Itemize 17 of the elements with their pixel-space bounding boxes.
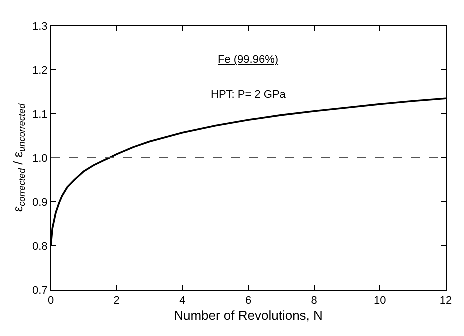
y-tick-label: 1.2 xyxy=(32,64,48,77)
x-axis-title: Number of Revolutions, N xyxy=(174,308,323,323)
y-tick-label: 1.0 xyxy=(32,152,48,165)
x-tick-label: 0 xyxy=(48,295,54,308)
x-tick-label: 4 xyxy=(180,295,186,308)
x-tick-label: 12 xyxy=(440,295,452,308)
x-tick-label: 10 xyxy=(374,295,386,308)
x-tick-label: 2 xyxy=(114,295,120,308)
y-tick-label: 0.7 xyxy=(32,284,48,297)
x-tick-label: 8 xyxy=(311,295,318,308)
y-tick-label: 1.1 xyxy=(32,108,48,121)
y-tick-label: 0.9 xyxy=(32,196,48,209)
y-tick-label: 0.8 xyxy=(32,240,48,253)
x-tick-label: 6 xyxy=(245,295,252,308)
annotation: Fe (99.96%) xyxy=(218,54,279,66)
annotation: HPT: P= 2 GPa xyxy=(211,89,287,101)
y-tick-label: 1.3 xyxy=(32,20,48,33)
